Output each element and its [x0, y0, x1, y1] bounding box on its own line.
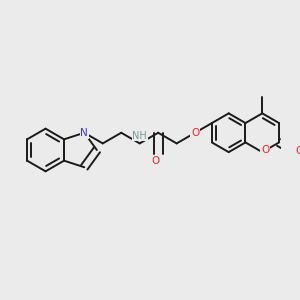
Text: O: O [261, 145, 269, 155]
Text: O: O [151, 156, 159, 166]
Text: O: O [191, 128, 199, 138]
Text: N: N [80, 128, 88, 138]
Text: NH: NH [132, 131, 147, 141]
Text: O: O [296, 146, 300, 156]
